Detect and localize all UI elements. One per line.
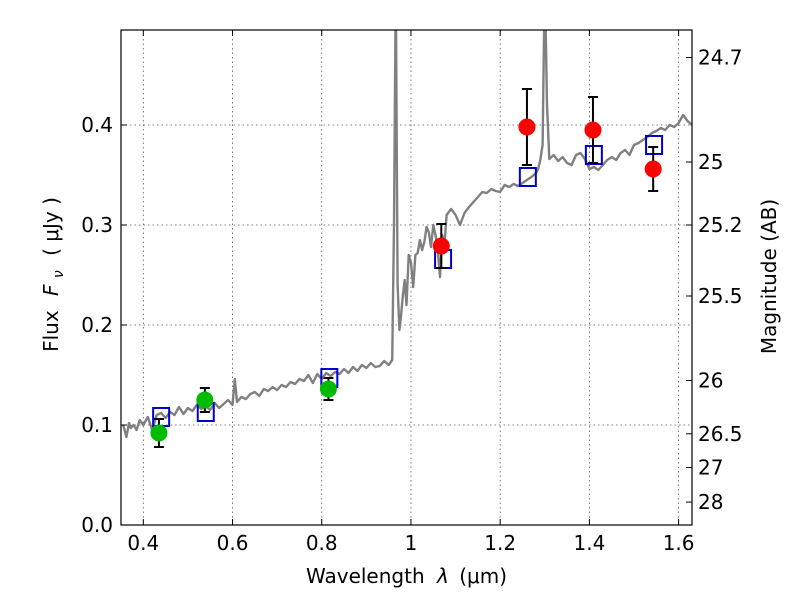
- photometry-point: [196, 391, 214, 409]
- y2-axis-label: Magnitude (AB): [757, 199, 781, 354]
- x-axis-label: Wavelength λ (μm): [306, 564, 507, 588]
- y2-tick-label: 25: [698, 150, 723, 174]
- data-series: [122, 30, 692, 448]
- y-tick-label: 0.1: [81, 413, 113, 437]
- y2-tick-label: 28: [698, 490, 723, 514]
- y2-tick-label: 24.7: [698, 46, 743, 70]
- x-tick-label: 0.6: [217, 531, 249, 555]
- photometry-point: [432, 237, 450, 255]
- grid-lines: [121, 30, 692, 525]
- photometry-point: [150, 424, 168, 442]
- photometry-point: [644, 160, 662, 178]
- y-tick-label: 0.3: [81, 213, 113, 237]
- photometry-point: [319, 380, 337, 398]
- x-tick-label: 1: [405, 531, 418, 555]
- photometry-point: [584, 121, 602, 139]
- plot-frame: [120, 29, 693, 526]
- y2-tick-label: 25.5: [698, 284, 743, 308]
- spectrum-line: [122, 30, 692, 439]
- y-tick-label: 0.2: [81, 313, 113, 337]
- x-tick-label: 0.8: [306, 531, 338, 555]
- photometry-point: [518, 118, 536, 136]
- x-tick-label: 1.4: [573, 531, 605, 555]
- y-axis-label: Flux F ν ( μJy ): [39, 197, 68, 352]
- y-tick-label: 0.0: [81, 513, 113, 537]
- y2-tick-label: 25.2: [698, 213, 743, 237]
- clipped-series: [122, 30, 692, 448]
- model-square-point: [518, 167, 537, 187]
- x-tick-label: 0.4: [127, 531, 159, 555]
- y2-tick-label: 26: [698, 369, 723, 393]
- y2-tick-label: 27: [698, 456, 723, 480]
- x-tick-label: 1.2: [484, 531, 516, 555]
- y-tick-label: 0.4: [81, 113, 113, 137]
- y2-tick-label: 26.5: [698, 422, 743, 446]
- x-tick-label: 1.6: [663, 531, 695, 555]
- axis-ticks: 0.4 0.6 0.8 1 1.2 1.4 1.6 0.0 0.1 0.2 0.3 0.4 24.7 25…: [81, 30, 743, 555]
